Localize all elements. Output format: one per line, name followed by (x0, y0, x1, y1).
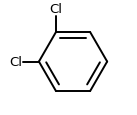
Text: Cl: Cl (9, 56, 22, 68)
Text: Cl: Cl (49, 3, 62, 16)
